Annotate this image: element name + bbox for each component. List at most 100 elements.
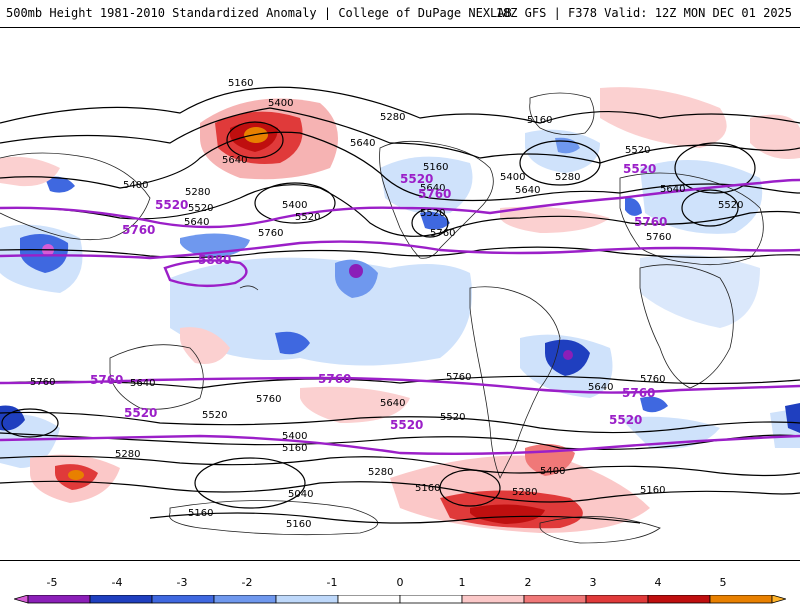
contour-5160-north — [0, 86, 800, 124]
label-5160-h: 5160 — [286, 519, 311, 530]
anomaly-neg2-greenland — [555, 137, 580, 154]
label-5160-a: 5160 — [228, 78, 253, 89]
purple-contour-labels: 5520 5520 5520 5760 5760 5760 5880 5760 … — [90, 162, 667, 432]
label-5280-b: 5280 — [185, 187, 210, 198]
contour-5760-north — [0, 246, 800, 259]
colorbar-tick-minus3: -3 — [176, 576, 188, 589]
map-panel[interactable]: 5160 5400 5280 5640 5640 5160 5520 5400 … — [0, 27, 800, 561]
plabel-5520-f: 5520 — [609, 413, 642, 427]
australia-outline — [109, 344, 204, 410]
colorbar — [12, 590, 788, 604]
colorbar-segment — [89, 594, 153, 604]
label-5640-d: 5640 — [420, 183, 445, 194]
label-5520-d: 5520 — [420, 208, 445, 219]
colorbar-segment — [275, 594, 339, 604]
anomaly-pos1-west — [0, 156, 60, 187]
contour-5400-south — [0, 455, 800, 477]
label-5520-g: 5520 — [440, 412, 465, 423]
black-contour-labels: 5160 5400 5280 5640 5640 5160 5520 5400 … — [30, 78, 743, 530]
antarctica-outline-a — [168, 500, 379, 536]
anomaly-neg1-pacific — [170, 257, 472, 366]
label-5160-f: 5160 — [640, 485, 665, 496]
label-5160-b: 5160 — [527, 115, 552, 126]
label-5160-c: 5160 — [423, 162, 448, 173]
anomaly-neg2-pacific — [335, 259, 378, 298]
label-5640-h: 5640 — [588, 382, 613, 393]
label-5520-a: 5520 — [625, 145, 650, 156]
contour-ring-alaska — [226, 121, 284, 159]
label-5280-f: 5280 — [512, 487, 537, 498]
anomaly-neg3-west — [0, 405, 25, 431]
contour-ring-greenland — [519, 140, 601, 186]
label-5280-e: 5280 — [368, 467, 393, 478]
contour-5640-south — [0, 411, 800, 434]
purple-5760-south — [0, 376, 800, 394]
plabel-5760-b: 5760 — [418, 187, 451, 201]
anomaly-neg2-siberia — [45, 176, 75, 193]
label-5280-a: 5280 — [380, 112, 405, 123]
colorbar-segment — [27, 594, 91, 604]
anomaly-neg4-pacific — [349, 264, 363, 278]
colorbar-tick-1: 1 — [458, 576, 466, 589]
plabel-5760-a: 5760 — [122, 223, 155, 237]
height-contours — [0, 86, 800, 524]
colorbar-tick-3: 3 — [589, 576, 597, 589]
anomaly-neg2-eu — [625, 197, 642, 216]
label-5040: 5040 — [288, 489, 313, 500]
label-5640-e: 5640 — [515, 185, 540, 196]
label-5400-d: 5400 — [500, 172, 525, 183]
south-america-outline — [469, 286, 561, 479]
label-5760-f: 5760 — [446, 372, 471, 383]
label-5160-d: 5160 — [282, 443, 307, 454]
colorbar-tick-2: 2 — [524, 576, 532, 589]
plabel-5760-e: 5760 — [318, 372, 351, 386]
label-5760-d: 5760 — [30, 377, 55, 388]
label-5160-e: 5160 — [415, 483, 440, 494]
colorbar-segment — [151, 594, 215, 604]
colorbar-svg — [12, 594, 788, 604]
label-5760-b: 5760 — [646, 232, 671, 243]
contour-5400-north — [0, 131, 800, 202]
plabel-5520-a: 5520 — [155, 198, 188, 212]
plabel-5760-d: 5760 — [90, 373, 123, 387]
label-5640-b: 5640 — [222, 155, 247, 166]
colorbar-tick-minus4: -4 — [111, 576, 123, 589]
label-5280-c: 5280 — [555, 172, 580, 183]
anomaly-pos4-so — [470, 504, 545, 524]
anomaly-neg4-sa — [563, 350, 573, 360]
label-5520-e: 5520 — [718, 200, 743, 211]
label-5400-e: 5400 — [282, 431, 307, 442]
islands-outline — [239, 285, 259, 291]
purple-5880-ring — [163, 259, 248, 288]
colorbar-tick-5: 5 — [719, 576, 727, 589]
anomaly-pos1-sp — [300, 386, 410, 423]
colorbar-tick-0: 0 — [396, 576, 404, 589]
contour-5520-north — [0, 184, 800, 237]
label-5280-d: 5280 — [115, 449, 140, 460]
anomaly-pos5-so-west — [68, 470, 84, 480]
chart-title: 500mb Height 1981-2010 Standardized Anom… — [6, 6, 512, 20]
contour-ring-west — [1, 408, 59, 438]
colorbar-tick-minus1: -1 — [326, 576, 338, 589]
label-5640-f: 5640 — [660, 184, 685, 195]
contour-5280-north — [0, 107, 800, 164]
label-5520-b: 5520 — [188, 203, 213, 214]
label-5160-g: 5160 — [188, 508, 213, 519]
anomaly-neg3-east — [785, 403, 800, 433]
plabel-5520-b: 5520 — [400, 172, 433, 186]
anomaly-pos1-atlantic — [500, 206, 610, 233]
map-svg: 5160 5400 5280 5640 5640 5160 5520 5400 … — [0, 78, 800, 544]
plabel-5520-d: 5520 — [124, 406, 157, 420]
plabel-5760-c: 5760 — [634, 215, 667, 229]
contour-ring-so-a — [194, 457, 306, 509]
antarctica-outline-b — [539, 516, 661, 544]
purple-contours — [0, 178, 800, 456]
contour-5760-south — [0, 375, 800, 389]
label-5760-a: 5760 — [430, 228, 455, 239]
label-5760-g: 5760 — [640, 374, 665, 385]
colorbar-segment — [399, 594, 463, 604]
plabel-5520-e: 5520 — [390, 418, 423, 432]
colorbar-tip-left — [12, 594, 29, 604]
colorbar-segment — [709, 594, 773, 604]
label-5520-f: 5520 — [202, 410, 227, 421]
